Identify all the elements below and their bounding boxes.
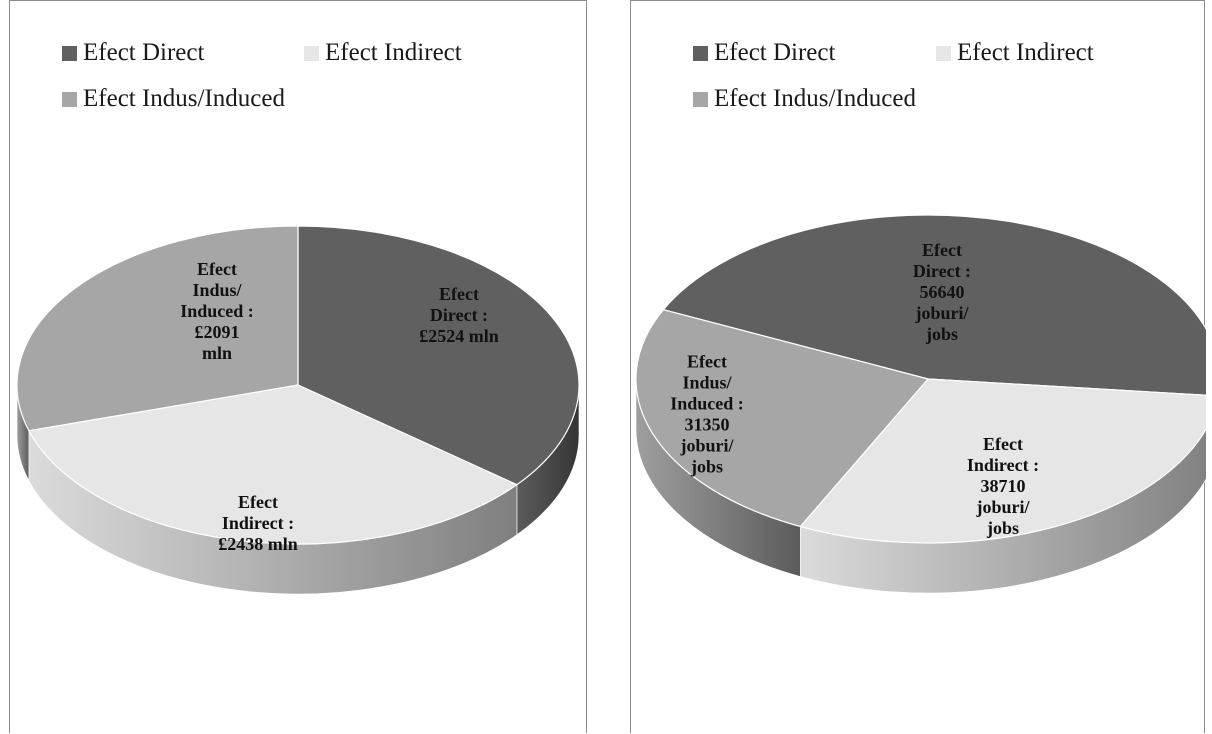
data-label-indirect: Efect Indirect :38710 joburi/jobs [967,434,1039,538]
data-label-direct: Efect Direct :56640 joburi/jobs [913,240,971,344]
chart-panel-jobs: Efect Direct Efect Indirect Efect Indus/… [630,0,1206,733]
legend-item-induced: Efect Indus/Induced [62,85,285,113]
legend-item-indirect: Efect Indirect [936,39,1094,67]
pie-chart-money: Efect Direct : £2524 mln Efect Indirect : £24… [16,225,580,595]
legend-swatch-induced [693,91,708,107]
legend-label-indirect: Efect Indirect [325,39,462,66]
legend: Efect Direct Efect Indirect Efect Indus/… [10,1,586,121]
legend-label-direct: Efect Direct [83,39,205,66]
legend-swatch-indirect [936,45,951,61]
legend-item-induced: Efect Indus/Induced [693,85,916,113]
legend-swatch-direct [62,45,77,61]
pie-slice-indirect [799,378,1206,544]
chart-panel-money: Efect Direct Efect Indirect Efect Indus/… [9,0,587,733]
pie-slice-direct [662,214,1206,396]
pie-slice-induced [635,309,930,528]
legend-item-direct: Efect Direct [693,39,835,67]
legend-label-induced: Efect Indus/Induced [714,85,917,112]
data-label-direct: Efect Direct : £2524 mln [419,284,499,346]
data-label-induced: Efect Indus/Induced : £2091 mln [180,259,254,363]
pie-chart-jobs: Efect Direct :56640 joburi/jobs Efect Indire… [635,214,1206,594]
pie-slice-induced [16,225,299,432]
legend-swatch-direct [693,45,708,61]
legend-item-direct: Efect Direct [62,39,204,67]
legend-label-direct: Efect Direct [714,39,836,66]
pie-slice-direct [297,225,580,486]
data-label-indirect: Efect Indirect : £2438 mln [218,492,298,554]
legend-swatch-induced [62,91,77,107]
legend-swatch-indirect [304,45,319,61]
legend-item-indirect: Efect Indirect [304,39,462,67]
data-label-induced: Efect Indus/Induced :31350 joburi/jobs [670,352,744,477]
pie-slice-indirect [27,384,519,545]
legend: Efect Direct Efect Indirect Efect Indus/… [631,1,1204,121]
legend-label-indirect: Efect Indirect [957,39,1094,66]
legend-label-induced: Efect Indus/Induced [83,85,286,112]
